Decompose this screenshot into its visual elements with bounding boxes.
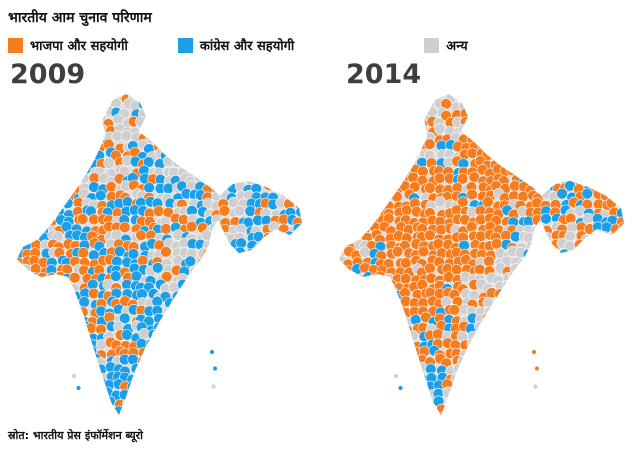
legend: भाजपा और सहयोगी कांग्रेस और सहयोगी अन्य	[8, 36, 632, 54]
map-column-2009: 2009	[8, 56, 320, 427]
congress-color-swatch-icon	[177, 37, 193, 53]
maps-container: 2009 2014	[8, 56, 632, 427]
map-column-2014: 2014	[320, 56, 632, 427]
legend-item-bjp: भाजपा और सहयोगी	[8, 36, 128, 54]
constituency-cells-2009	[17, 94, 302, 415]
bjp-color-swatch-icon	[8, 37, 23, 53]
election-results-infographic: भारतीय आम चुनाव परिणाम भाजपा और सहयोगी क…	[8, 10, 632, 442]
legend-label-bjp: भाजपा और सहयोगी	[30, 39, 128, 54]
others-color-swatch-icon	[424, 37, 440, 53]
island-markers-2009	[71, 349, 218, 391]
legend-item-congress: कांग्रेस और सहयोगी	[177, 36, 295, 54]
legend-item-others: अन्य	[424, 36, 468, 54]
island-markers-2014	[393, 349, 540, 391]
year-label-2009: 2009	[10, 59, 86, 90]
legend-label-congress: कांग्रेस और सहयोगी	[199, 39, 295, 54]
legend-label-others: अन्य	[446, 39, 468, 54]
page-title: भारतीय आम चुनाव परिणाम	[8, 10, 152, 26]
constituency-cells-2014	[339, 94, 624, 415]
year-label-2014: 2014	[346, 59, 422, 90]
source-note: स्रोत: भारतीय प्रेस इंफॉर्मेशन ब्यूरो	[8, 429, 143, 442]
india-map-2009	[17, 94, 302, 415]
india-map-2014	[339, 94, 624, 415]
